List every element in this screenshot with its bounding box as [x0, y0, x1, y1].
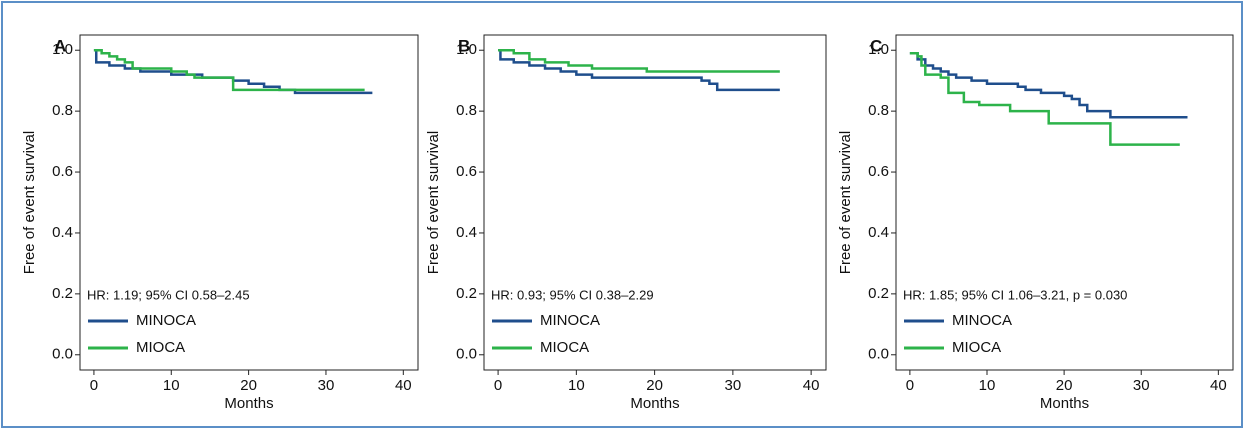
- legend-label: MINOCA: [952, 312, 1012, 329]
- survival-curve: [498, 48, 780, 92]
- y-tick-label: 0.0: [456, 346, 477, 363]
- legend-label: MIOCA: [952, 339, 1001, 356]
- x-tick-label: 40: [803, 377, 820, 394]
- annotation: HR: 0.93; 95% CI 0.38–2.29: [491, 287, 654, 302]
- x-tick-label: 10: [979, 377, 996, 394]
- survival-curve: [909, 52, 1188, 119]
- y-tick-label: 0.8: [456, 102, 477, 119]
- x-tick-label: 0: [906, 377, 914, 394]
- survival-curve: [909, 52, 1180, 146]
- panel-label: A: [54, 36, 66, 55]
- y-tick-label: 0.6: [456, 163, 477, 180]
- x-tick-label: 30: [1133, 377, 1150, 394]
- y-tick-label: 0.2: [456, 285, 477, 302]
- annotation: HR: 1.19; 95% CI 0.58–2.45: [87, 287, 250, 302]
- x-axis-label: Months: [630, 395, 679, 412]
- x-tick-label: 20: [1056, 377, 1073, 394]
- panel-label: B: [458, 36, 470, 55]
- panel-label: C: [870, 36, 882, 55]
- y-tick-label: 0.4: [52, 224, 73, 241]
- y-tick-label: 1.0: [52, 41, 73, 58]
- y-tick-label: 1.0: [456, 41, 477, 58]
- y-tick-label: 0.4: [868, 224, 889, 241]
- x-tick-label: 10: [163, 377, 180, 394]
- x-tick-label: 20: [646, 377, 663, 394]
- survival-curve: [93, 48, 365, 92]
- y-axis-label: Free of event survival: [425, 131, 442, 274]
- y-tick-label: 0.4: [456, 224, 477, 241]
- x-tick-label: 20: [240, 377, 257, 394]
- x-tick-label: 0: [90, 377, 98, 394]
- x-tick-label: 0: [494, 377, 502, 394]
- y-tick-label: 0.8: [52, 102, 73, 119]
- y-tick-label: 0.2: [868, 285, 889, 302]
- survival-curve: [93, 48, 373, 95]
- y-tick-label: 1.0: [868, 41, 889, 58]
- y-tick-label: 0.2: [52, 285, 73, 302]
- x-axis-label: Months: [1040, 395, 1089, 412]
- annotation: HR: 1.85; 95% CI 1.06–3.21, p = 0.030: [903, 287, 1127, 302]
- x-tick-label: 30: [318, 377, 335, 394]
- x-tick-label: 40: [1210, 377, 1227, 394]
- survival-curve: [498, 48, 780, 73]
- legend-label: MIOCA: [540, 339, 589, 356]
- x-tick-label: 30: [725, 377, 742, 394]
- y-axis-label: Free of event survival: [837, 131, 854, 274]
- y-tick-label: 0.0: [52, 346, 73, 363]
- x-tick-label: 10: [568, 377, 585, 394]
- y-tick-label: 0.6: [52, 163, 73, 180]
- y-tick-label: 0.8: [868, 102, 889, 119]
- legend-label: MINOCA: [540, 312, 600, 329]
- legend-label: MIOCA: [136, 339, 185, 356]
- y-axis-label: Free of event survival: [21, 131, 38, 274]
- x-tick-label: 40: [395, 377, 412, 394]
- legend-label: MINOCA: [136, 312, 196, 329]
- y-tick-label: 0.0: [868, 346, 889, 363]
- y-tick-label: 0.6: [868, 163, 889, 180]
- x-axis-label: Months: [224, 395, 273, 412]
